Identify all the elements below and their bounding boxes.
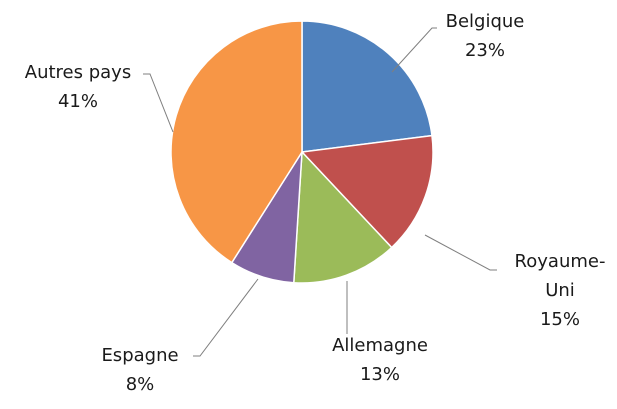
slice-label: Espagne [101,345,178,366]
slice-value-label: 23% [465,40,505,61]
leader-line [193,278,259,357]
slice-label: Belgique [446,11,525,32]
leader-line [143,73,174,133]
slice-label: Royaume-Uni [515,251,606,301]
pie-slice [292,150,393,284]
pie [170,20,434,284]
leader-line [391,27,437,73]
pie-slice [170,20,303,264]
slice-value-label: 15% [540,309,580,330]
slice-value-label: 13% [360,364,400,385]
leader-lines [143,27,497,357]
slice-label: Allemagne [332,335,428,356]
pie-slice [300,134,434,249]
slice-value-label: 8% [126,374,155,395]
slice-label: Autres pays [25,62,131,83]
leader-line [424,234,497,271]
slice-value-label: 41% [58,91,98,112]
pie-slice [301,20,433,153]
